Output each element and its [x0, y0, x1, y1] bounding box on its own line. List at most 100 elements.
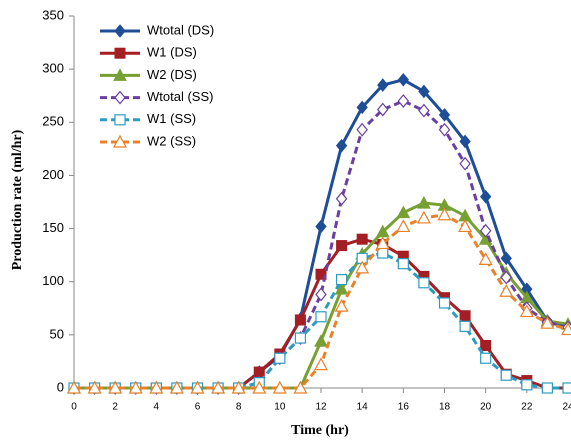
- x-tick-label: 22: [521, 402, 533, 413]
- data-point: [396, 205, 411, 219]
- data-point: [356, 233, 368, 245]
- legend-label: W1 (SS): [147, 111, 196, 126]
- x-tick-label: 16: [398, 402, 410, 413]
- data-point: [294, 332, 307, 344]
- x-tick-label: 20: [480, 402, 492, 413]
- data-point: [396, 219, 411, 233]
- data-point: [459, 310, 471, 322]
- data-point: [334, 298, 349, 312]
- data-point: [355, 260, 370, 274]
- data-point: [478, 252, 493, 265]
- y-tick-label: 50: [50, 326, 64, 341]
- data-point: [211, 380, 226, 394]
- data-point: [272, 380, 287, 394]
- legend-label: Wtotal (SS): [147, 89, 213, 104]
- data-point: [294, 314, 306, 326]
- y-tick-label: 150: [42, 220, 64, 235]
- data-point: [108, 380, 123, 394]
- data-point: [540, 315, 555, 329]
- x-tick-label: 8: [236, 402, 242, 413]
- data-point: [315, 268, 327, 280]
- data-point: [459, 320, 471, 332]
- legend-marker: [114, 90, 126, 105]
- data-point: [562, 382, 571, 394]
- legend-label: Wtotal (DS): [147, 22, 214, 37]
- x-tick-label: 10: [274, 402, 286, 413]
- data-point: [500, 270, 513, 285]
- data-point: [397, 258, 409, 270]
- data-point: [541, 382, 554, 394]
- data-point: [293, 380, 308, 394]
- legend-marker: [112, 134, 128, 148]
- y-axis-title: Production rate (ml/hr): [10, 129, 25, 270]
- data-point: [480, 352, 492, 364]
- data-point: [438, 108, 451, 122]
- x-tick-label: 2: [112, 402, 118, 413]
- y-tick-label: 300: [42, 61, 64, 76]
- y-tick-label: 350: [42, 7, 64, 22]
- data-point: [315, 219, 327, 234]
- x-tick-label: 4: [154, 402, 160, 413]
- data-point: [480, 189, 492, 204]
- legend-label: W2 (DS): [147, 67, 197, 82]
- data-point: [397, 72, 409, 87]
- data-point: [313, 357, 329, 371]
- legend-marker: [114, 114, 126, 126]
- data-point: [169, 380, 184, 394]
- data-point: [336, 240, 348, 252]
- data-point: [459, 134, 471, 149]
- data-point: [418, 103, 430, 118]
- data-point: [499, 284, 514, 297]
- data-point: [438, 297, 451, 309]
- data-point: [377, 78, 389, 92]
- data-point: [356, 122, 368, 137]
- data-point: [560, 322, 571, 336]
- data-point: [438, 122, 451, 137]
- data-point: [356, 100, 368, 115]
- data-point: [149, 380, 164, 394]
- legend-marker: [113, 68, 127, 81]
- data-point: [459, 156, 471, 171]
- data-point: [335, 191, 348, 206]
- x-tick-label: 6: [195, 402, 201, 413]
- data-point: [314, 334, 328, 347]
- legend-label: W1 (DS): [147, 45, 197, 60]
- y-tick-label: 0: [57, 379, 64, 394]
- y-tick-label: 200: [42, 167, 64, 182]
- data-point: [418, 84, 430, 99]
- x-tick-label: 0: [71, 402, 77, 413]
- data-point: [335, 273, 348, 286]
- data-point: [375, 236, 390, 250]
- data-point: [334, 282, 349, 295]
- data-point: [500, 369, 512, 381]
- data-point: [252, 380, 267, 394]
- data-point: [87, 380, 102, 394]
- x-tick-label: 12: [315, 402, 327, 413]
- data-point: [479, 223, 492, 238]
- data-point: [521, 379, 533, 391]
- x-tick-label: 14: [357, 402, 369, 413]
- data-point: [66, 380, 82, 394]
- x-tick-label: 18: [439, 402, 451, 413]
- legend-marker: [114, 24, 126, 38]
- data-point: [500, 251, 512, 266]
- legend-label: W2 (SS): [147, 133, 196, 148]
- y-tick-label: 250: [42, 114, 64, 129]
- data-point: [335, 138, 348, 153]
- data-point: [190, 380, 205, 394]
- data-point: [417, 196, 431, 209]
- data-point: [416, 210, 431, 224]
- data-point: [231, 380, 246, 394]
- data-point: [480, 339, 492, 351]
- data-point: [315, 287, 327, 302]
- data-point: [253, 366, 265, 378]
- data-point: [376, 102, 389, 117]
- legend-marker: [114, 47, 126, 59]
- data-point: [458, 219, 473, 233]
- data-point: [397, 94, 410, 108]
- data-point: [274, 352, 286, 364]
- data-point: [315, 311, 327, 323]
- data-point: [128, 380, 143, 394]
- x-axis-title: Time (hr): [291, 423, 349, 438]
